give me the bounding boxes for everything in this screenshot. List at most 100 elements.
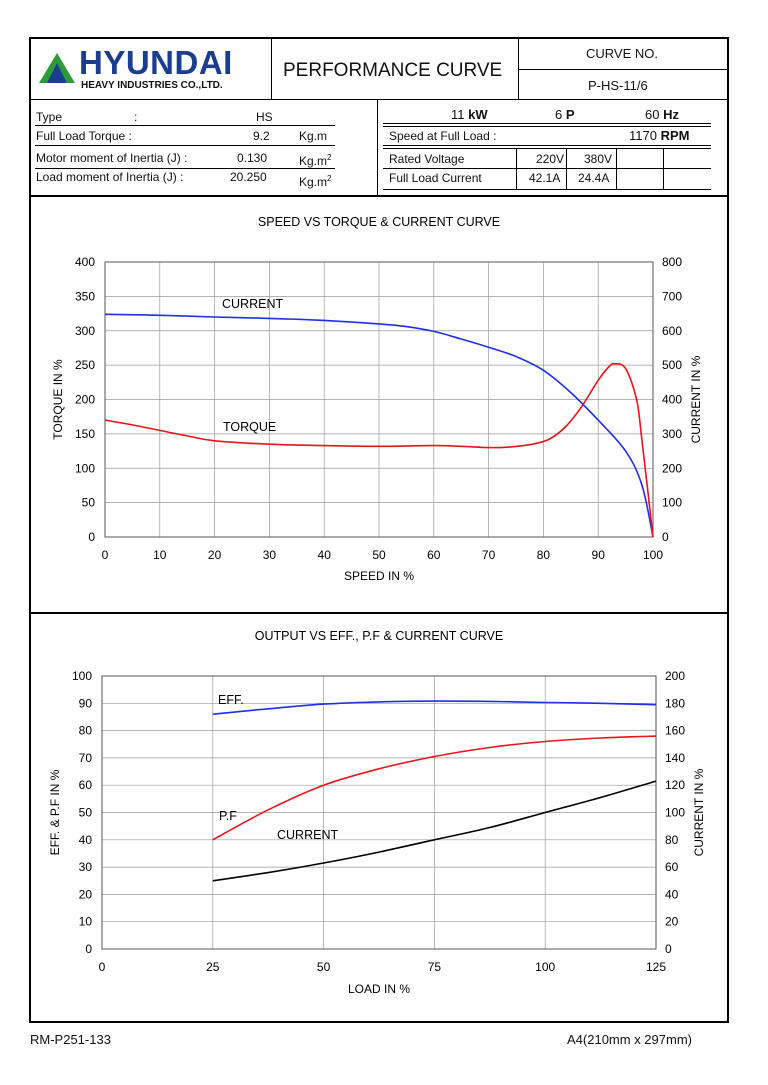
chart1-x-tick-label: 80 [537,548,551,562]
chart2-y-tick-label: 100 [72,669,92,683]
chart1-x-tick-label: 0 [102,548,109,562]
chart2-x-tick-label: 100 [535,960,555,974]
chart2-eff-curve-label: EFF. [218,693,244,707]
chart1-torque-curve-label: TORQUE [223,420,276,434]
chart2-y2-tick-label: 140 [665,751,685,765]
chart2-current-curve-label: CURRENT [277,828,338,842]
chart1-title: SPEED VS TORQUE & CURRENT CURVE [258,215,500,229]
footer-doc-number: RM-P251-133 [30,1032,111,1047]
footer-paper-size: A4(210mm x 297mm) [567,1032,692,1047]
chart2-x-tick-label: 50 [317,960,331,974]
chart1-y-tick-label: 200 [75,393,95,407]
chart1-x-tick-label: 70 [482,548,496,562]
spec-motor-inertia-value: 0.130 [237,151,268,165]
spec-voltage-380: 380V [584,152,613,166]
spec-voltage-220: 220V [536,152,565,166]
chart1-y2-tick-label: 0 [662,530,669,544]
chart1-y2-tick-label: 400 [662,393,682,407]
chart1-y2-tick-label: 300 [662,427,682,441]
spec-motor-inertia-label: Motor moment of Inertia (J) : [36,151,188,165]
chart2-y-tick-label: 10 [79,915,93,929]
curve-no-label: CURVE NO. [586,46,658,61]
spec-current-380: 24.4A [578,171,610,185]
chart1-y2-tick-label: 700 [662,289,682,303]
chart1-x-tick-label: 100 [643,548,663,562]
chart2-y2-tick-label: 0 [665,942,672,956]
chart2-y2-tick-label: 120 [665,778,685,792]
chart1-y-tick-label: 100 [75,461,95,475]
chart1-y-tick-label: 350 [75,289,95,303]
chart1-current-series-line [104,313,654,538]
chart2-y2-tick-label: 160 [665,724,685,738]
chart1-x-tick-label: 20 [208,548,222,562]
spec-speed-value: 1170 RPM [629,128,690,143]
spec-speed-label: Speed at Full Load : [389,129,497,143]
chart2-x-tick-label: 75 [428,960,442,974]
chart1-y-tick-label: 0 [88,530,95,544]
chart2-y-tick-label: 40 [79,833,93,847]
spec-current-label: Full Load Current [389,171,482,185]
chart1-x-tick-label: 90 [592,548,606,562]
chart1-y2-tick-label: 600 [662,324,682,338]
doc-title: PERFORMANCE CURVE [283,60,503,81]
logo-subtitle: HEAVY INDUSTRIES CO.,LTD. [81,80,223,91]
spec-type-sep: : [134,110,138,124]
chart2-y-tick-label: 70 [79,751,93,765]
chart1-x-tick-label: 30 [263,548,277,562]
chart2-y2-tick-label: 200 [665,669,685,683]
chart2-y2-tick-label: 100 [665,806,685,820]
chart1-y2-tick-label: 800 [662,255,682,269]
spec-load-inertia-unit: Kg.m2 [299,174,332,189]
chart2-y-tick-label: 90 [79,696,93,710]
spec-frequency: 60 Hz [645,107,679,122]
logo-triangle-icon [39,53,75,83]
spec-load-inertia-value: 20.250 [230,170,267,184]
chart1-y-tick-label: 50 [82,496,96,510]
chart1-current-curve-label: CURRENT [222,297,283,311]
chart1-y2-tick-label: 100 [662,496,682,510]
chart2-y2-tick-label: 20 [665,915,679,929]
chart2-y-tick-label: 50 [79,806,93,820]
logo-brand: HYUNDAI [79,44,233,81]
chart2-p-f-series-line [212,735,657,841]
curve-no-value: P-HS-11/6 [588,78,648,93]
chart2-current-series-line [212,780,657,882]
chart2-eff-series-line [212,700,657,715]
chart1-y2-axis-label: CURRENT IN % [689,355,703,443]
performance-sheet: HYUNDAI HEAVY INDUSTRIES CO.,LTD. PERFOR… [29,37,729,1023]
spec-type-value: HS [256,110,273,124]
chart1-x-tick-label: 40 [318,548,332,562]
chart2-x-tick-label: 0 [99,960,106,974]
chart1-y-tick-label: 300 [75,324,95,338]
chart1-x-tick-label: 50 [372,548,386,562]
chart1-plot-frame [104,261,654,538]
chart2-y2-axis-label: CURRENT IN % [692,768,706,856]
chart2-x-tick-label: 125 [646,960,666,974]
spec-current-220: 42.1A [529,171,561,185]
spec-torque-label: Full Load Torque : [36,129,132,143]
chart1-y-tick-label: 150 [75,427,95,441]
chart2-p-f-curve-label: P.F [219,809,237,823]
chart1-y2-tick-label: 200 [662,461,682,475]
spec-poles: 6 P [555,107,575,122]
chart1-y-axis-label: TORQUE IN % [51,359,65,440]
chart2-x-tick-label: 25 [206,960,220,974]
chart2-y2-tick-label: 40 [665,887,679,901]
chart2-y2-tick-label: 60 [665,860,679,874]
spec-load-inertia-label: Load moment of Inertia (J) : [36,170,184,184]
chart1-x-tick-label: 60 [427,548,441,562]
chart2-y2-tick-label: 180 [665,696,685,710]
chart2-y-axis-label: EFF. & P.F IN % [48,769,62,855]
logo: HYUNDAI HEAVY INDUSTRIES CO.,LTD. [35,45,273,93]
chart2-y2-tick-label: 80 [665,833,679,847]
chart1-y-tick-label: 250 [75,358,95,372]
spec-type-label: Type [36,110,63,124]
chart1-y-tick-label: 400 [75,255,95,269]
chart1-x-axis-label: SPEED IN % [344,569,414,583]
chart2-plot-frame [101,675,657,950]
chart2-y-tick-label: 0 [85,942,92,956]
chart2-y-tick-label: 30 [79,860,93,874]
chart2-y-tick-label: 80 [79,724,93,738]
spec-motor-inertia-unit: Kg.m2 [299,153,332,168]
